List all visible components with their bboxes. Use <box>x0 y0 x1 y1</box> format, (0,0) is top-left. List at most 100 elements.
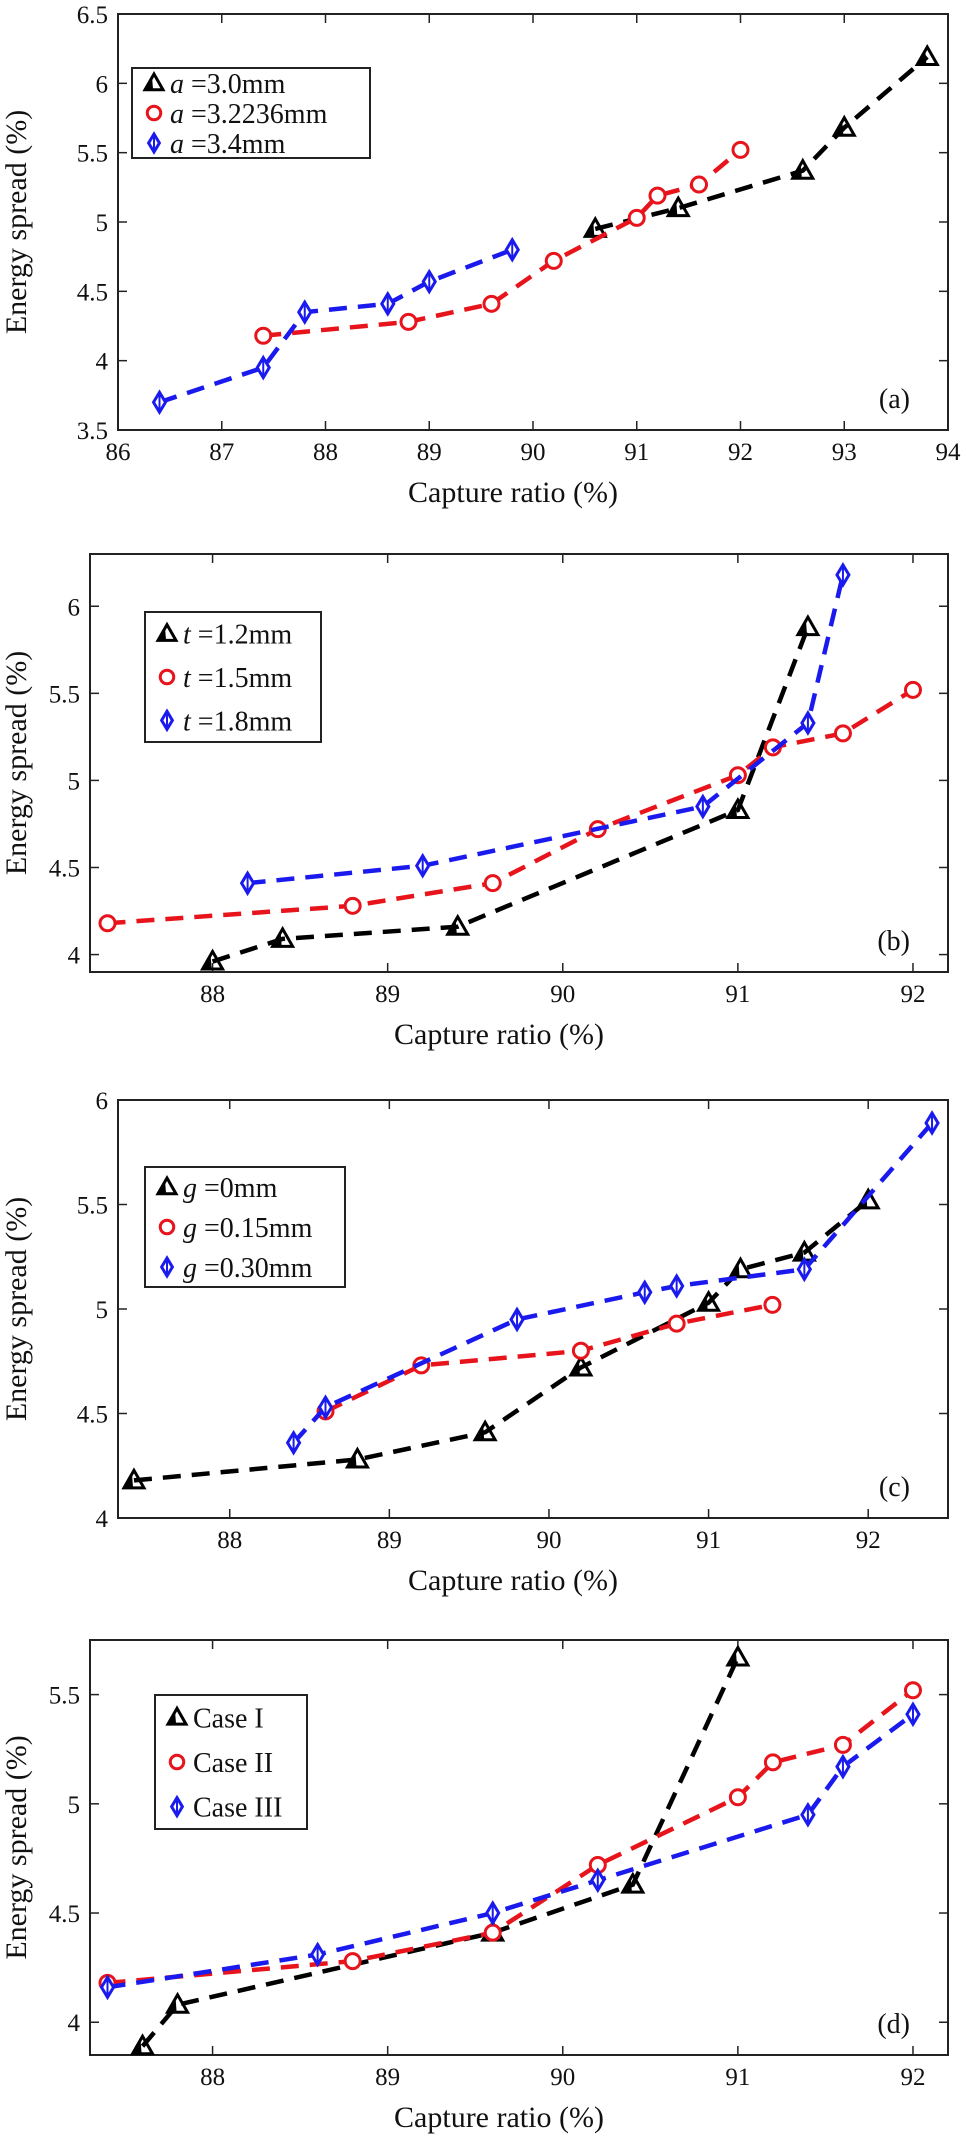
legend-marker-fill <box>147 77 153 89</box>
x-tick-label: 89 <box>375 2064 400 2091</box>
y-tick-label: 5.5 <box>77 141 108 168</box>
data-point <box>728 1788 747 1807</box>
data-point <box>833 1735 852 1754</box>
plot-frame <box>117 1099 949 1519</box>
series-2 <box>254 140 750 345</box>
y-tick-label: 6.5 <box>77 2 108 29</box>
data-point-fill <box>729 1650 737 1664</box>
series-line <box>324 1302 773 1414</box>
x-tick-label: 89 <box>377 1527 402 1554</box>
data-point <box>121 1467 147 1490</box>
plot-frame <box>89 553 949 973</box>
data-point <box>483 874 502 893</box>
legend-entry: Case III <box>193 1793 282 1824</box>
y-axis-label: Energy spread (%) <box>0 1735 33 1959</box>
x-tick-label: 94 <box>936 439 962 466</box>
x-tick-label: 91 <box>696 1527 721 1554</box>
y-axis-label: Energy spread (%) <box>0 110 33 334</box>
legend-entry: g =0.15mm <box>183 1213 313 1244</box>
y-tick-label: 6 <box>68 594 81 621</box>
x-tick-label: 89 <box>375 981 400 1008</box>
panel-label: (d) <box>877 2009 910 2040</box>
data-point <box>627 208 646 227</box>
y-tick-label: 6 <box>96 1088 109 1115</box>
y-tick-label: 4 <box>68 943 81 970</box>
data-point-fill <box>794 163 802 178</box>
data-point <box>667 1314 686 1333</box>
series-3 <box>99 1701 921 2001</box>
x-tick-label: 87 <box>209 439 234 466</box>
y-tick-label: 5 <box>68 1792 81 1819</box>
data-point <box>690 175 708 194</box>
y-tick-label: 4.5 <box>77 279 108 306</box>
x-tick-label: 89 <box>417 439 442 466</box>
legend-marker <box>165 1705 189 1726</box>
data-point <box>164 1991 191 2014</box>
plot-frame <box>89 1639 949 2056</box>
data-point <box>571 1341 590 1360</box>
series-line <box>594 55 929 232</box>
x-tick-label: 93 <box>832 439 857 466</box>
x-tick-label: 90 <box>536 1527 561 1554</box>
data-point <box>725 797 751 820</box>
data-point-fill <box>732 1262 740 1276</box>
legend-entry: t =1.5mm <box>183 663 292 694</box>
data-point <box>445 913 471 936</box>
panel-label: (a) <box>879 384 910 415</box>
legend-marker <box>155 621 179 642</box>
series-2 <box>98 680 922 933</box>
x-tick-label: 91 <box>725 2064 750 2091</box>
series-3 <box>239 561 851 897</box>
legend-marker <box>158 668 176 686</box>
data-point-fill <box>700 1295 708 1310</box>
data-point <box>98 914 117 933</box>
series-1 <box>199 614 821 971</box>
legend-box <box>131 67 371 159</box>
x-tick-label: 92 <box>728 439 753 466</box>
series-1 <box>582 43 940 238</box>
y-tick-label: 5 <box>68 768 81 795</box>
data-point-fill <box>836 120 844 135</box>
legend-marker <box>155 1174 179 1196</box>
data-point-fill <box>624 1877 632 1892</box>
data-point-fill <box>449 919 457 934</box>
data-point <box>833 724 852 743</box>
x-tick-label: 88 <box>200 2064 225 2091</box>
series-line <box>158 247 514 405</box>
y-tick-label: 4 <box>96 349 109 376</box>
y-tick-label: 5 <box>96 210 109 237</box>
data-point-fill <box>796 1245 804 1260</box>
data-point-fill <box>169 1997 177 2012</box>
data-point-fill <box>125 1473 133 1487</box>
series-line <box>107 687 915 926</box>
x-tick-label: 90 <box>550 981 575 1008</box>
data-point <box>544 251 563 270</box>
legend-entry: a =3.0mm <box>170 69 286 100</box>
legend-entry: t =1.8mm <box>183 706 292 737</box>
data-point <box>725 1644 751 1667</box>
panel-c: 88 89 90 91 92 4 4.5 5 5.5 6 Capture ratio (%) Ener… <box>0 1088 949 1597</box>
x-tick-label: 90 <box>550 2064 575 2091</box>
data-point <box>903 1681 922 1700</box>
data-point-fill <box>799 620 807 634</box>
data-point <box>129 2033 156 2056</box>
y-tick-label: 4.5 <box>49 856 80 883</box>
data-point <box>399 312 418 331</box>
data-point <box>254 326 273 345</box>
data-point <box>568 1354 594 1377</box>
series-line <box>247 574 846 886</box>
panel-label: (b) <box>877 926 910 957</box>
legend-marker <box>145 104 163 122</box>
data-point <box>790 157 816 180</box>
y-tick-label: 5.5 <box>49 681 80 708</box>
data-point-fill <box>204 954 212 969</box>
x-axis-label: Capture ratio (%) <box>394 2101 604 2134</box>
x-tick-label: 88 <box>200 981 225 1008</box>
x-tick-label: 91 <box>725 981 750 1008</box>
legend-entry: a =3.4mm <box>170 129 286 160</box>
data-point <box>582 215 608 238</box>
series-3 <box>151 236 520 416</box>
legend-marker <box>168 1753 186 1771</box>
data-point-fill <box>587 221 595 236</box>
